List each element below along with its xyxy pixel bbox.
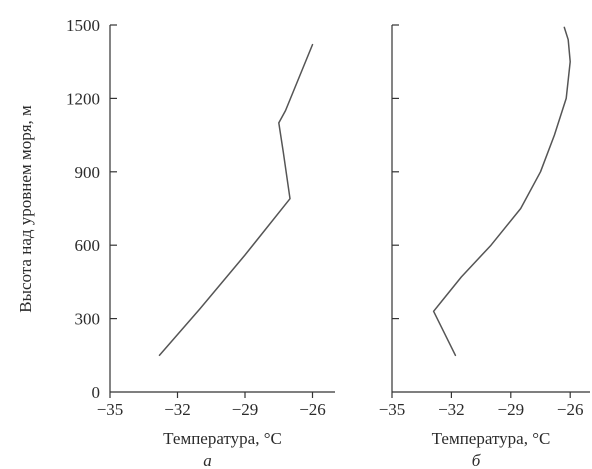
panel-label: а <box>203 451 212 469</box>
y-tick-label: 900 <box>75 163 101 182</box>
x-axis-label: Температура, °C <box>163 429 282 448</box>
x-tick-label: −35 <box>379 400 406 419</box>
y-axis-label: Высота над уровнем моря, м <box>16 105 35 313</box>
y-tick-label: 1500 <box>66 16 100 35</box>
y-tick-label: 0 <box>92 383 101 402</box>
y-tick-label: 300 <box>75 310 101 329</box>
x-tick-label: −29 <box>232 400 259 419</box>
x-tick-label: −32 <box>438 400 465 419</box>
x-tick-label: −26 <box>299 400 326 419</box>
x-tick-label: −35 <box>97 400 124 419</box>
panel-a: −35 −32 −29 −26 0 300 600 900 1200 1500 Температур… <box>66 16 335 469</box>
temperature-profile-line <box>432 26 571 357</box>
x-tick-label: −29 <box>498 400 525 419</box>
temperature-profile-line <box>158 43 314 357</box>
y-tick-label: 1200 <box>66 89 100 108</box>
panel-label: б <box>472 451 481 469</box>
panel-b: −35 −32 −29 −26 Температура, °C б <box>379 24 590 469</box>
y-tick-label: 600 <box>75 236 101 255</box>
x-tick-label: −26 <box>557 400 584 419</box>
x-axis-label: Температура, °C <box>432 429 551 448</box>
x-tick-label: −32 <box>164 400 191 419</box>
